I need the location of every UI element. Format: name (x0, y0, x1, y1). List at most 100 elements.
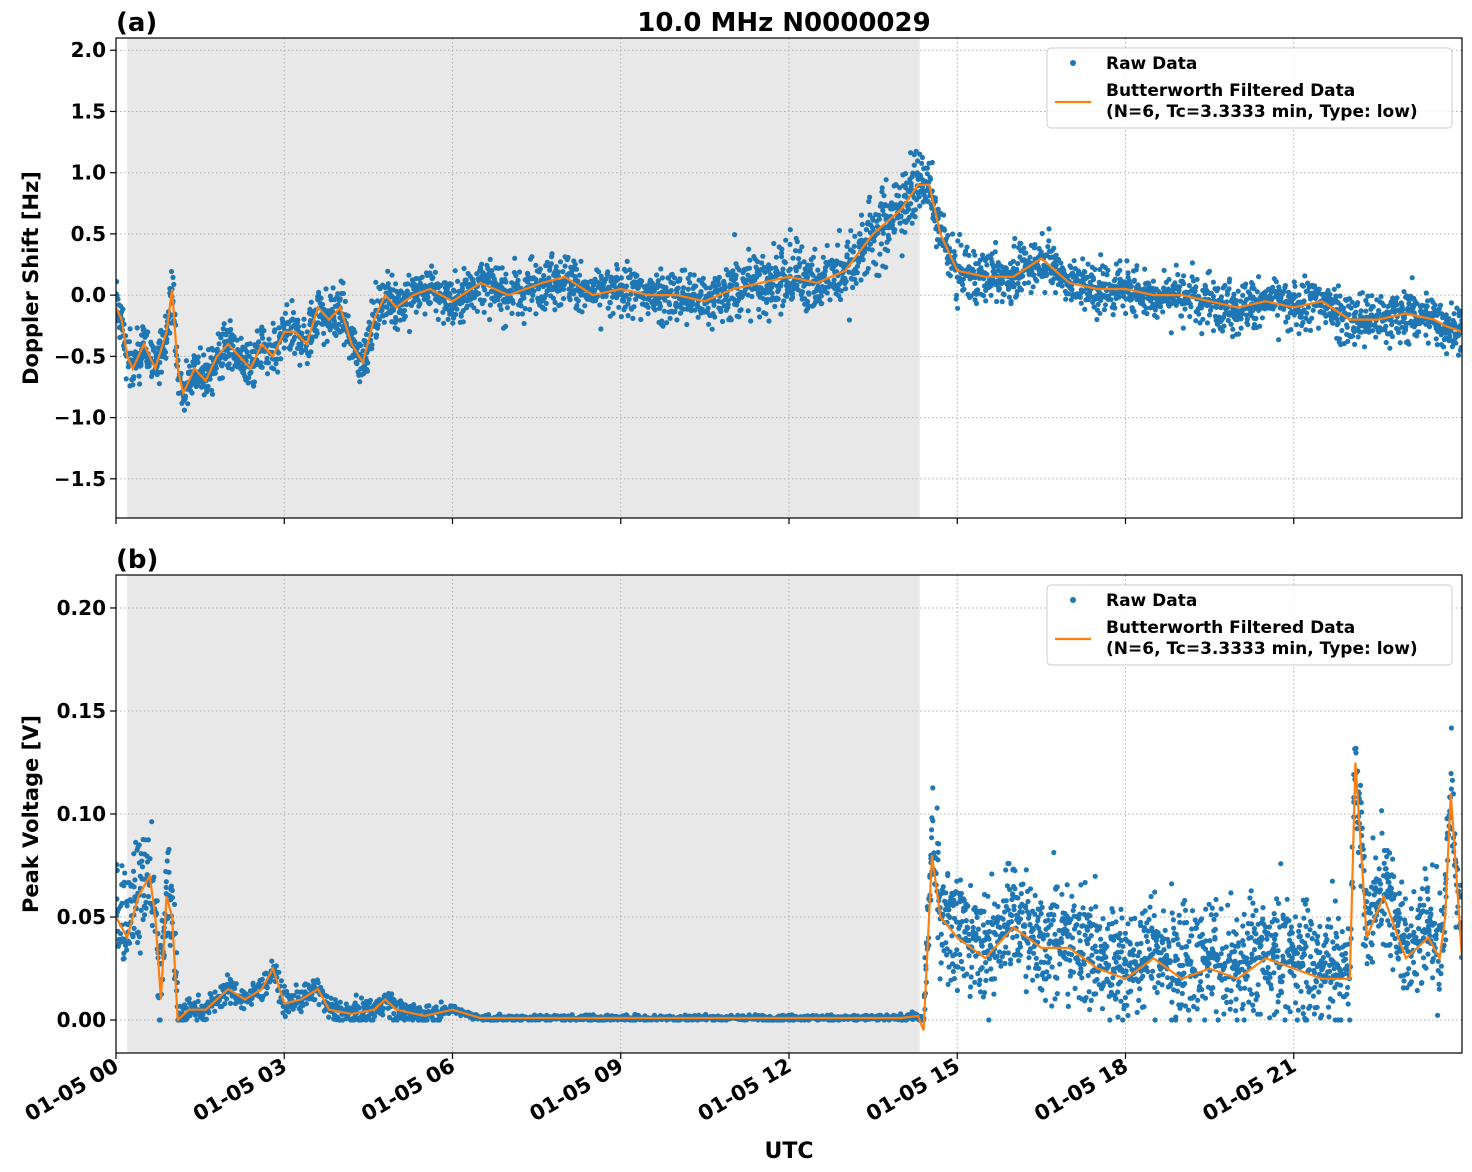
raw-point (119, 900, 125, 907)
raw-point (1458, 344, 1462, 351)
raw-point (454, 306, 460, 312)
raw-point (1108, 297, 1114, 303)
raw-point (912, 207, 919, 213)
raw-point (1091, 304, 1097, 310)
raw-point (129, 898, 135, 904)
raw-point (119, 863, 125, 869)
raw-point (304, 329, 310, 335)
raw-point (136, 373, 142, 379)
raw-point (1227, 276, 1233, 282)
raw-point (873, 261, 879, 267)
raw-point (1012, 235, 1018, 242)
raw-point (951, 249, 957, 255)
raw-point (971, 268, 977, 274)
raw-point (687, 271, 693, 278)
raw-point (625, 313, 631, 319)
raw-point (308, 349, 314, 355)
raw-point (1078, 300, 1084, 306)
raw-point (654, 272, 660, 278)
raw-point (1459, 318, 1462, 324)
raw-point (1441, 344, 1447, 350)
raw-point (395, 326, 401, 333)
raw-point (1448, 300, 1454, 306)
raw-point (745, 308, 751, 314)
raw-point (514, 282, 521, 288)
raw-point (1082, 306, 1088, 312)
raw-point (171, 281, 177, 287)
raw-point (422, 311, 428, 317)
raw-point (384, 304, 390, 310)
raw-point (691, 272, 697, 278)
raw-point (786, 286, 792, 292)
raw-point (1303, 327, 1309, 333)
raw-point (852, 233, 858, 239)
raw-point (546, 275, 552, 281)
raw-point (131, 374, 137, 380)
raw-point (1015, 280, 1021, 286)
raw-point (186, 996, 192, 1002)
raw-point (1120, 303, 1126, 309)
raw-point (135, 929, 141, 935)
raw-point (1293, 322, 1300, 328)
raw-point (126, 339, 132, 345)
raw-point (1188, 304, 1194, 310)
raw-point (1235, 288, 1241, 294)
raw-point (574, 302, 580, 309)
raw-point (356, 1005, 362, 1011)
raw-point (345, 313, 351, 319)
raw-point (1027, 254, 1033, 260)
raw-point (1456, 313, 1462, 319)
raw-point (166, 869, 172, 875)
raw-point (515, 311, 521, 317)
raw-point (981, 293, 987, 299)
raw-point (1370, 328, 1376, 334)
raw-point (975, 287, 981, 293)
raw-point (1187, 313, 1193, 320)
raw-point (1331, 286, 1337, 292)
raw-point (364, 368, 370, 374)
raw-point (567, 297, 573, 303)
raw-point (282, 1013, 288, 1020)
raw-point (1296, 331, 1302, 337)
y-tick-label: 1.5 (71, 99, 106, 123)
raw-point (435, 316, 441, 322)
raw-point (672, 309, 678, 315)
raw-point (929, 159, 935, 166)
raw-point (182, 393, 189, 399)
raw-point (1335, 320, 1341, 326)
raw-point (759, 260, 765, 266)
raw-point (163, 884, 169, 891)
raw-point (533, 276, 539, 283)
raw-point (1305, 304, 1311, 310)
raw-point (1152, 307, 1158, 313)
raw-point (1291, 279, 1297, 285)
raw-point (775, 296, 781, 302)
raw-point (1180, 325, 1186, 331)
raw-point (1403, 324, 1409, 330)
raw-point (575, 298, 581, 304)
raw-point (927, 176, 934, 182)
raw-point (275, 350, 282, 356)
raw-point (560, 269, 566, 275)
raw-point (281, 345, 287, 351)
raw-point (373, 279, 379, 285)
raw-point (195, 998, 201, 1005)
raw-point (790, 291, 796, 297)
raw-point (1245, 322, 1251, 328)
raw-point (819, 300, 825, 307)
raw-point (363, 331, 369, 338)
raw-point (1453, 340, 1459, 346)
raw-point (1082, 269, 1088, 275)
raw-point (293, 982, 299, 988)
raw-point (793, 268, 799, 274)
raw-point (276, 969, 282, 975)
raw-point (354, 361, 360, 367)
raw-point (912, 214, 918, 220)
raw-point (848, 228, 854, 234)
legend-filtered-params: (N=6, Tc=3.3333 min, Type: low) (1106, 102, 1418, 122)
raw-point (858, 212, 865, 218)
raw-point (1046, 226, 1052, 232)
raw-point (1376, 311, 1382, 317)
raw-point (373, 332, 380, 338)
raw-point (1349, 333, 1356, 339)
